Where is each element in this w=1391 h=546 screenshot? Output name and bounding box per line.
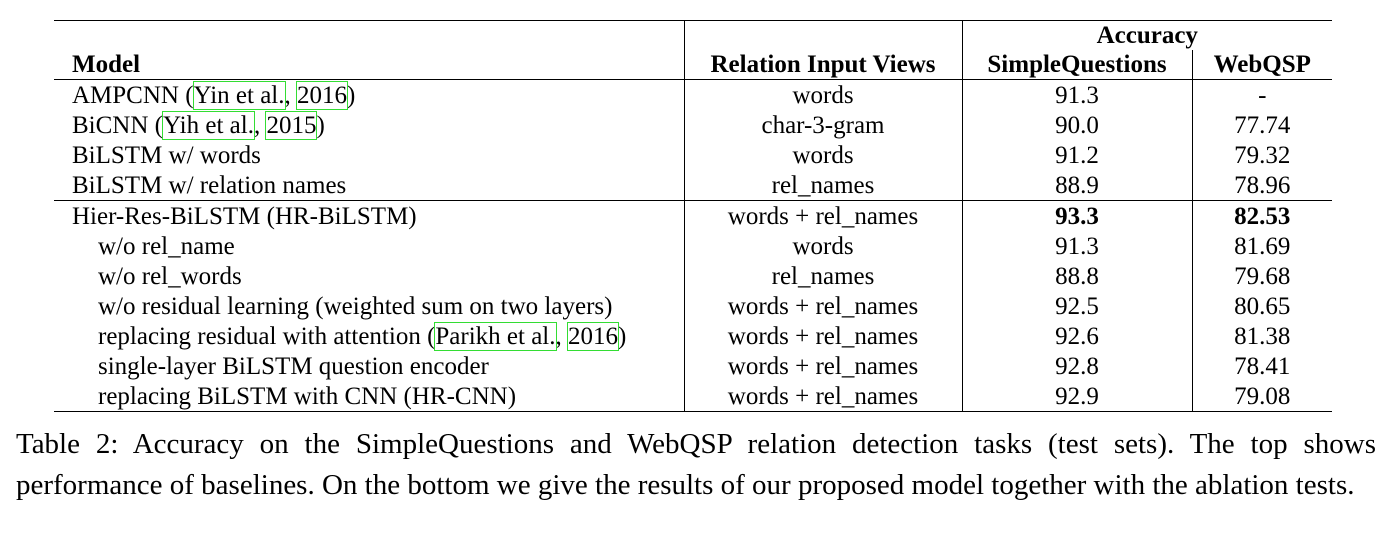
views-cell: words + rel_names — [684, 381, 963, 412]
column-header-model: Model — [54, 50, 685, 80]
model-cell: w/o rel_name — [54, 231, 685, 261]
model-cell: replacing BiLSTM with CNN (HR-CNN) — [54, 381, 685, 412]
webqsp-cell: 79.68 — [1234, 262, 1291, 290]
views-cell: words + rel_names — [684, 291, 963, 321]
accuracy-group-header: Accuracy — [962, 20, 1332, 50]
citation-link-author[interactable]: Yin et al. — [192, 80, 286, 110]
webqsp-cell: 77.74 — [1234, 111, 1291, 139]
webqsp-cell: 78.41 — [1234, 352, 1291, 380]
model-cell: AMPCNN (Yin et al., 2016) — [54, 79, 685, 110]
citation-separator: , — [555, 322, 568, 350]
webqsp-cell: 79.08 — [1192, 381, 1332, 412]
webqsp-cell-best: 82.53 — [1192, 200, 1332, 231]
simplequestions-cell-best: 93.3 — [962, 200, 1193, 231]
views-cell: words — [684, 140, 963, 170]
views-cell: rel_names — [684, 261, 963, 291]
header-empty-model — [54, 20, 685, 50]
model-cell: replacing residual with attention (Parik… — [54, 321, 685, 351]
model-cell: w/o rel_words — [54, 261, 685, 291]
citation-separator: , — [284, 81, 298, 109]
simplequestions-cell: 92.5 — [962, 291, 1193, 321]
webqsp-cell: 81.69 — [1234, 232, 1291, 260]
citation-link-author[interactable]: Parikh et al. — [434, 321, 557, 351]
header-row-columns: Model Relation Input Views SimpleQuestio… — [54, 50, 1332, 80]
simplequestions-cell: 88.8 — [962, 261, 1193, 291]
views-cell: rel_names — [684, 170, 963, 201]
table-row: BiLSTM w/ words words 91.2 79.32 — [54, 140, 1332, 170]
model-text: BiCNN ( — [72, 111, 163, 139]
model-text: AMPCNN ( — [72, 81, 194, 109]
simplequestions-cell: 91.3 — [962, 231, 1193, 261]
column-header-webqsp: WebQSP — [1192, 50, 1332, 80]
views-cell: words — [684, 79, 963, 110]
citation-link-author[interactable]: Yih et al. — [161, 110, 255, 140]
webqsp-cell: 78.96 — [1234, 171, 1291, 199]
views-cell: words + rel_names — [684, 351, 963, 381]
simplequestions-cell: 92.8 — [962, 351, 1193, 381]
column-header-views: Relation Input Views — [684, 50, 963, 80]
table-row: BiLSTM w/ relation names rel_names 88.9 … — [54, 170, 1332, 201]
citation-link-year[interactable]: 2015 — [265, 110, 318, 140]
model-text: replacing residual with attention ( — [98, 322, 436, 350]
results-table: Accuracy Model Relation Input Views Simp… — [54, 20, 1332, 412]
table-row: replacing residual with attention (Parik… — [54, 321, 1332, 351]
webqsp-cell: 81.38 — [1234, 322, 1291, 350]
model-cell: BiLSTM w/ relation names — [54, 170, 685, 201]
table-row: AMPCNN (Yin et al., 2016) words 91.3 - — [54, 79, 1332, 110]
simplequestions-cell: 91.2 — [962, 140, 1193, 170]
model-cell: Hier-Res-BiLSTM (HR-BiLSTM) — [54, 200, 685, 231]
model-text-close: ) — [618, 322, 627, 350]
model-cell: BiCNN (Yih et al., 2015) — [54, 110, 685, 140]
webqsp-cell: - — [1258, 81, 1267, 109]
model-text-close: ) — [347, 81, 356, 109]
table-row: single-layer BiLSTM question encoder wor… — [54, 351, 1332, 381]
citation-link-year[interactable]: 2016 — [296, 80, 349, 110]
table-row-proposed: Hier-Res-BiLSTM (HR-BiLSTM) words + rel_… — [54, 200, 1332, 231]
citation-link-year[interactable]: 2016 — [567, 321, 619, 351]
simplequestions-cell: 90.0 — [962, 110, 1193, 140]
results-table-container: Accuracy Model Relation Input Views Simp… — [54, 20, 1332, 412]
views-cell: char-3-gram — [684, 110, 963, 140]
table-row: replacing BiLSTM with CNN (HR-CNN) words… — [54, 381, 1332, 412]
simplequestions-cell: 92.9 — [962, 381, 1193, 412]
simplequestions-cell: 92.6 — [962, 321, 1193, 351]
views-cell: words — [684, 231, 963, 261]
table-caption: Table 2: Accuracy on the SimpleQuestions… — [16, 428, 1376, 501]
citation-separator: , — [253, 111, 267, 139]
views-cell: words + rel_names — [684, 200, 963, 231]
simplequestions-cell: 91.3 — [962, 79, 1193, 110]
simplequestions-cell: 88.9 — [962, 170, 1193, 201]
webqsp-cell: 79.32 — [1234, 141, 1291, 169]
model-cell: w/o residual learning (weighted sum on t… — [54, 291, 685, 321]
views-cell: words + rel_names — [684, 321, 963, 351]
table-row: BiCNN (Yih et al., 2015) char-3-gram 90.… — [54, 110, 1332, 140]
table-row: w/o rel_words rel_names 88.8 79.68 — [54, 261, 1332, 291]
webqsp-cell: 80.65 — [1234, 292, 1291, 320]
header-row-group: Accuracy — [54, 20, 1332, 50]
model-cell: single-layer BiLSTM question encoder — [54, 351, 685, 381]
column-header-simplequestions: SimpleQuestions — [962, 50, 1193, 80]
header-empty-views — [684, 20, 963, 50]
table-row: w/o rel_name words 91.3 81.69 — [54, 231, 1332, 261]
table-row: w/o residual learning (weighted sum on t… — [54, 291, 1332, 321]
model-cell: BiLSTM w/ words — [54, 140, 685, 170]
model-text-close: ) — [316, 111, 325, 139]
